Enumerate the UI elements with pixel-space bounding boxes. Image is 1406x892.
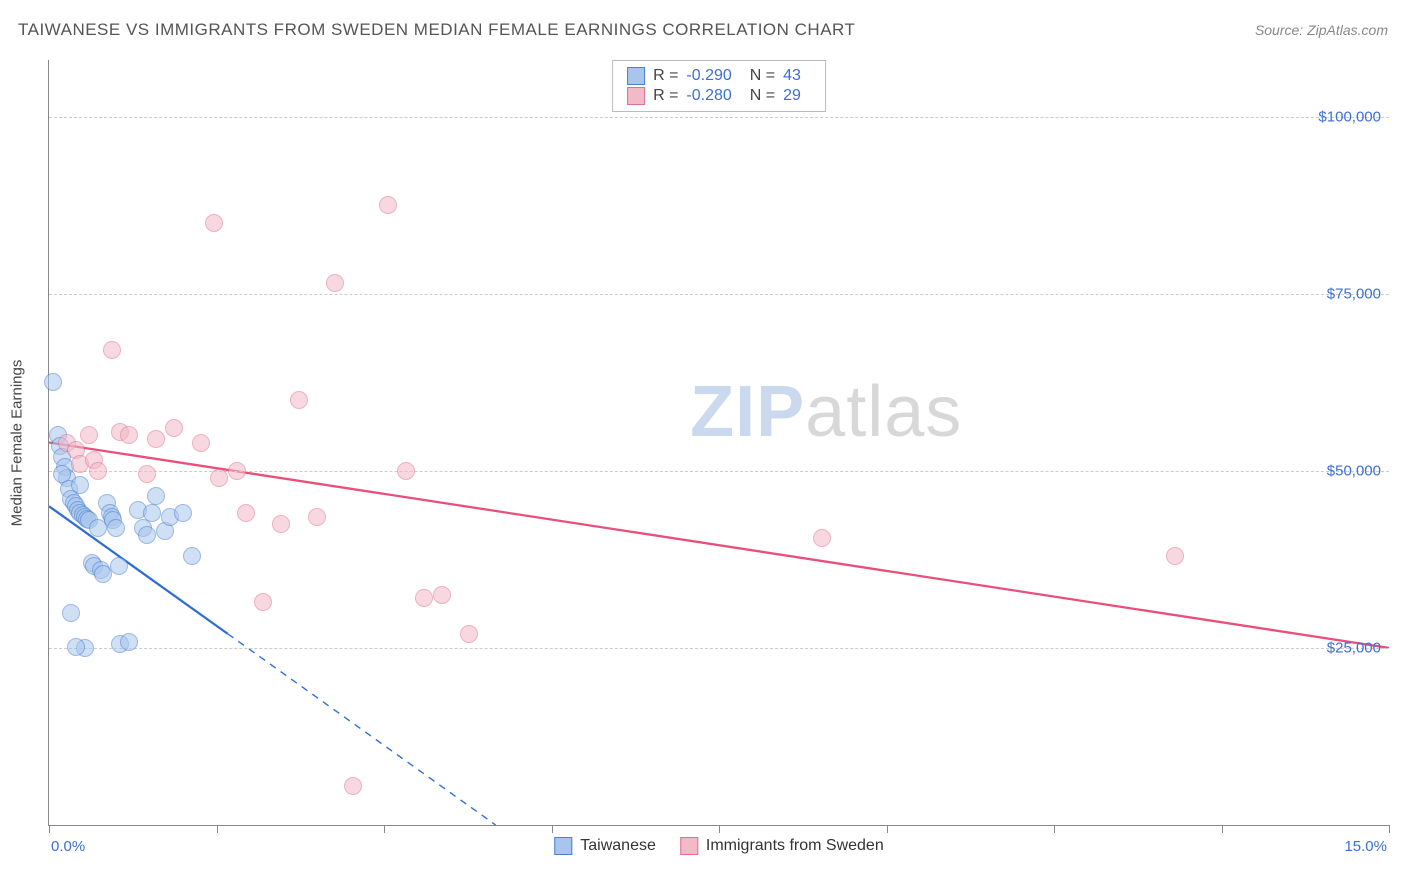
x-tick <box>1054 825 1055 833</box>
stats-n-label: N = <box>750 67 775 85</box>
x-tick <box>384 825 385 833</box>
gridline <box>49 117 1389 118</box>
stats-r-label: R = <box>653 87 678 105</box>
y-axis-title: Median Female Earnings <box>9 359 26 526</box>
scatter-point <box>120 426 138 444</box>
watermark-atlas: atlas <box>805 372 962 452</box>
scatter-point <box>138 465 156 483</box>
legend-item-sweden: Immigrants from Sweden <box>680 837 884 855</box>
stats-n-value-1: 29 <box>783 87 801 105</box>
scatter-point <box>62 604 80 622</box>
scatter-point <box>415 589 433 607</box>
legend-swatch-blue-icon <box>554 837 572 855</box>
y-tick-label: $75,000 <box>1327 285 1381 302</box>
scatter-point <box>326 274 344 292</box>
gridline <box>49 471 1389 472</box>
scatter-point <box>174 504 192 522</box>
scatter-point <box>308 508 326 526</box>
x-axis-min-label: 0.0% <box>51 838 85 855</box>
x-tick <box>217 825 218 833</box>
plot-area: Median Female Earnings ZIPatlas R = -0.2… <box>48 60 1389 826</box>
legend: Taiwanese Immigrants from Sweden <box>554 837 883 855</box>
scatter-point <box>192 434 210 452</box>
stats-n-label: N = <box>750 87 775 105</box>
scatter-point <box>120 633 138 651</box>
stats-n-value-0: 43 <box>783 67 801 85</box>
scatter-point <box>44 373 62 391</box>
legend-label-0: Taiwanese <box>580 837 656 855</box>
scatter-point <box>397 462 415 480</box>
legend-swatch-pink-icon <box>680 837 698 855</box>
watermark: ZIPatlas <box>690 371 962 453</box>
scatter-point <box>1166 547 1184 565</box>
x-tick <box>1389 825 1390 833</box>
scatter-point <box>71 476 89 494</box>
scatter-point <box>344 777 362 795</box>
scatter-point <box>67 638 85 656</box>
scatter-point <box>228 462 246 480</box>
scatter-point <box>138 526 156 544</box>
scatter-point <box>110 557 128 575</box>
scatter-point <box>80 426 98 444</box>
scatter-point <box>205 214 223 232</box>
scatter-point <box>460 625 478 643</box>
trend-lines-svg <box>49 60 1389 825</box>
source-attribution: Source: ZipAtlas.com <box>1255 22 1388 38</box>
swatch-pink-icon <box>627 87 645 105</box>
stats-row-sweden: R = -0.280 N = 29 <box>627 86 811 106</box>
x-tick <box>1222 825 1223 833</box>
scatter-point <box>53 465 71 483</box>
x-tick <box>719 825 720 833</box>
scatter-point <box>183 547 201 565</box>
y-tick-label: $25,000 <box>1327 639 1381 656</box>
legend-item-taiwanese: Taiwanese <box>554 837 656 855</box>
x-axis-max-label: 15.0% <box>1344 838 1387 855</box>
scatter-point <box>103 341 121 359</box>
gridline <box>49 648 1389 649</box>
stats-box: R = -0.290 N = 43 R = -0.280 N = 29 <box>612 60 826 112</box>
x-tick <box>49 825 50 833</box>
stats-r-label: R = <box>653 67 678 85</box>
stats-r-value-1: -0.280 <box>686 87 731 105</box>
scatter-point <box>379 196 397 214</box>
scatter-point <box>165 419 183 437</box>
stats-row-taiwanese: R = -0.290 N = 43 <box>627 66 811 86</box>
y-tick-label: $50,000 <box>1327 462 1381 479</box>
scatter-point <box>147 487 165 505</box>
swatch-blue-icon <box>627 67 645 85</box>
scatter-point <box>272 515 290 533</box>
y-tick-label: $100,000 <box>1318 108 1381 125</box>
scatter-point <box>433 586 451 604</box>
scatter-point <box>89 462 107 480</box>
x-tick <box>887 825 888 833</box>
scatter-point <box>107 519 125 537</box>
stats-r-value-0: -0.290 <box>686 67 731 85</box>
legend-label-1: Immigrants from Sweden <box>706 837 884 855</box>
scatter-point <box>210 469 228 487</box>
scatter-point <box>813 529 831 547</box>
scatter-point <box>237 504 255 522</box>
scatter-point <box>290 391 308 409</box>
chart-title: TAIWANESE VS IMMIGRANTS FROM SWEDEN MEDI… <box>18 20 855 40</box>
scatter-point <box>254 593 272 611</box>
gridline <box>49 294 1389 295</box>
scatter-point <box>147 430 165 448</box>
scatter-point <box>143 504 161 522</box>
x-tick <box>552 825 553 833</box>
watermark-zip: ZIP <box>690 372 805 452</box>
